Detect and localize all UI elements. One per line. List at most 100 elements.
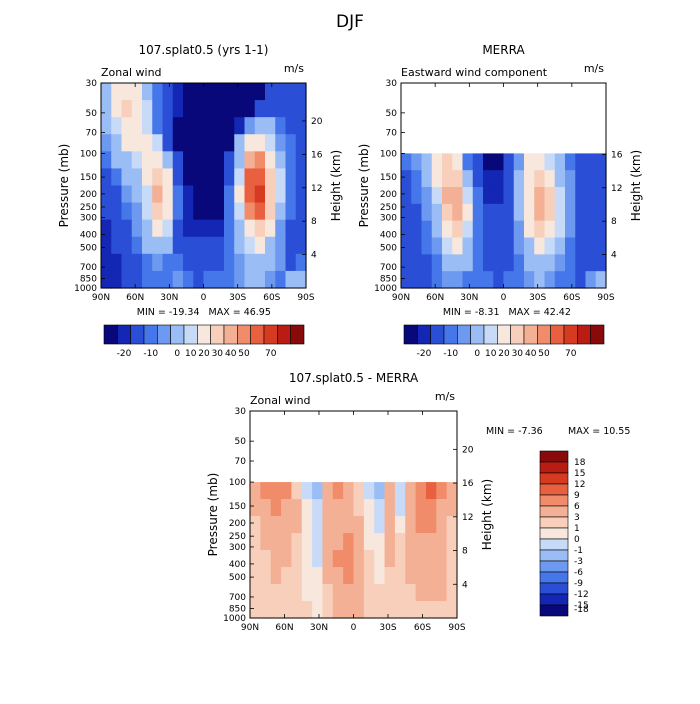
heatmap-cell: [131, 117, 143, 135]
heatmap-cell: [270, 533, 282, 551]
heatmap-cell: [183, 270, 194, 289]
heatmap-cell: [405, 516, 417, 534]
heatmap-cell: [131, 134, 143, 152]
heatmap-cell: [295, 100, 307, 118]
heatmap-cell: [353, 499, 365, 517]
heatmap-cell: [462, 203, 474, 222]
heatmap-cell: [493, 220, 505, 239]
heatmap-cell: [322, 533, 334, 551]
heatmap-cell: [250, 601, 261, 619]
heatmap-cell: [332, 516, 344, 534]
heatmap-cell: [452, 187, 464, 205]
right-axis-title: Height (km): [480, 479, 494, 550]
heatmap-cell: [301, 482, 313, 500]
heatmap-cell: [131, 202, 143, 221]
heatmap-cell: [121, 270, 133, 289]
colorbar-label: 1: [574, 524, 580, 534]
heatmap-cell: [254, 117, 266, 135]
y-axis-title: Pressure (mb): [357, 144, 371, 228]
heatmap-cell: [595, 153, 607, 171]
heatmap-cell: [452, 237, 464, 255]
heatmap-cell: [462, 254, 474, 272]
heatmap-cell: [472, 237, 484, 255]
max-label: MAX = 10.55: [568, 426, 630, 437]
heatmap-cell: [312, 550, 324, 568]
heatmap-cell: [213, 236, 225, 255]
heatmap-cell: [472, 271, 484, 289]
heatmap-cell: [265, 117, 276, 135]
heatmap-cell: [472, 203, 484, 222]
colorbar-swatch: [443, 324, 458, 345]
colorbar-label: 70: [265, 349, 277, 359]
heatmap-cell: [172, 100, 184, 118]
heatmap-cell: [452, 220, 464, 239]
heatmap-cell: [575, 153, 587, 171]
x-tick-label: 60N: [426, 293, 444, 303]
heatmap-cell: [172, 202, 184, 221]
x-tick-label: 30S: [229, 293, 246, 303]
colorbar-label: 18: [574, 458, 586, 468]
heatmap-cell: [411, 271, 423, 289]
heatmap-cell: [483, 187, 494, 205]
heatmap-cell: [281, 533, 292, 551]
heatmap-cell: [203, 134, 215, 152]
heatmap-cell: [142, 202, 153, 221]
y-tick-label: 150: [80, 173, 97, 183]
heatmap-cell: [425, 533, 437, 551]
heatmap-cell: [384, 533, 396, 551]
heatmap-cell: [295, 270, 307, 289]
heatmap-cell: [291, 601, 303, 619]
heatmap-cell: [295, 168, 307, 187]
heatmap-cell: [142, 219, 153, 238]
heatmap-cell: [131, 185, 143, 204]
heatmap-cell: [285, 236, 297, 255]
y-tick-label: 200: [229, 519, 246, 529]
heatmap-cell: [384, 482, 396, 500]
heatmap-cell: [265, 202, 276, 221]
y-tick-label: 300: [80, 214, 97, 224]
y-tick-label: 400: [380, 230, 397, 240]
heatmap-cell: [265, 253, 276, 272]
heatmap-cell: [152, 253, 164, 272]
x-tick-label: 30S: [529, 293, 546, 303]
heatmap-cell: [411, 254, 423, 272]
heatmap-cell: [493, 271, 505, 289]
x-tick-label: 0: [201, 293, 207, 303]
heatmap-cell: [534, 237, 546, 255]
y-tick-label: 200: [80, 190, 97, 200]
heatmap-cell: [343, 533, 355, 551]
x-tick-label: 90S: [297, 293, 314, 303]
heatmap-cell: [260, 584, 272, 602]
heatmap-cell: [203, 83, 215, 101]
heatmap-cell: [265, 83, 276, 101]
heatmap-cell: [575, 170, 587, 188]
heatmap-cell: [503, 271, 515, 289]
heatmap-cell: [585, 203, 597, 222]
heatmap-cell: [472, 170, 484, 188]
heatmap-cell: [575, 254, 587, 272]
heatmap-cell: [295, 202, 307, 221]
heatmap-cell: [462, 153, 474, 171]
heatmap-cell: [462, 237, 474, 255]
heatmap-cell: [260, 550, 272, 568]
heatmap-cell: [101, 219, 112, 238]
heatmap-cell: [131, 168, 143, 187]
heatmap-cell: [142, 236, 153, 255]
colorbar-swatch: [523, 324, 538, 345]
heatmap-cell: [111, 168, 123, 187]
heatmap-cell: [363, 550, 375, 568]
heatmap-cell: [183, 236, 194, 255]
heatmap-cell: [244, 117, 256, 135]
variable-label: Zonal wind: [250, 394, 311, 407]
heatmap-cell: [281, 550, 292, 568]
heatmap-cell: [121, 83, 133, 101]
heatmap-cell: [193, 100, 205, 118]
heatmap-cell: [374, 601, 386, 619]
heatmap-cell: [415, 516, 427, 534]
heatmap-cell: [483, 237, 494, 255]
heatmap-cell: [265, 270, 276, 289]
heatmap-cell: [213, 185, 225, 204]
heatmap-cell: [285, 270, 297, 289]
heatmap-cell: [565, 203, 576, 222]
heatmap-cell: [275, 134, 287, 152]
